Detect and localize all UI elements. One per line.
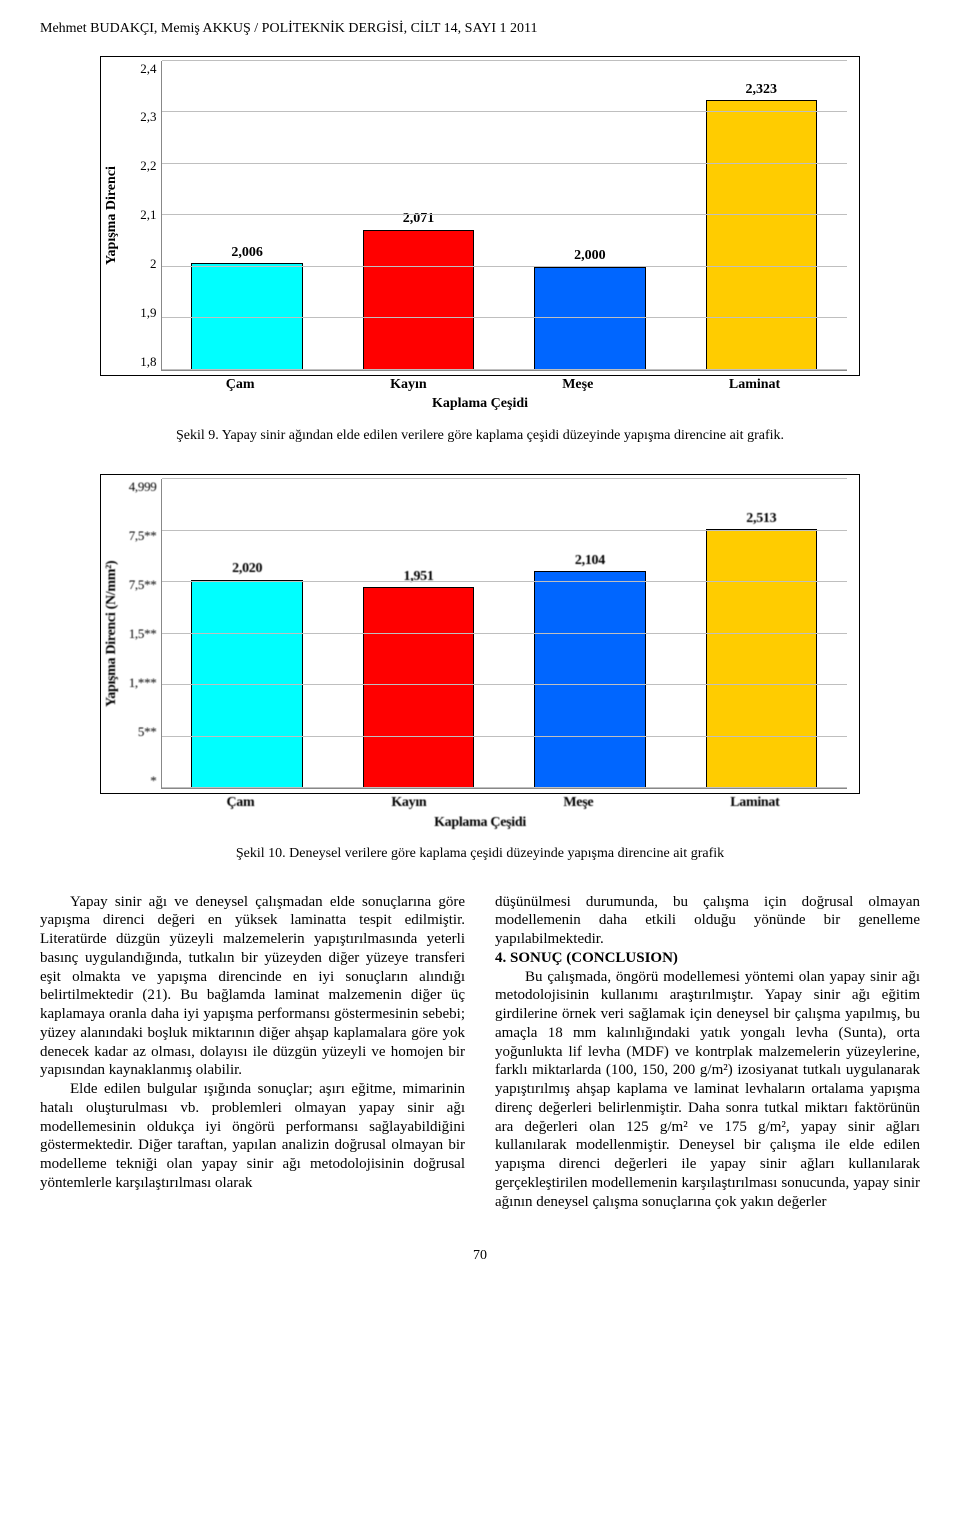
xtick: Laminat [730, 794, 779, 812]
chart1-xticks: Çam Kayın Meşe Laminat [158, 376, 848, 394]
ytick: 4,999 [129, 479, 157, 495]
running-head: Mehmet BUDAKÇI, Memiş AKKUŞ / POLİTEKNİK… [40, 20, 920, 38]
figure-9-chart: Yapışma Direnci 2,4 2,3 2,2 2,1 2 1,9 1,8 2,00… [100, 56, 860, 413]
bar-value-label: 2,020 [232, 560, 262, 578]
ytick: 2,4 [140, 61, 156, 77]
ytick: 7,5** [129, 577, 157, 593]
section-heading-text: 4. SONUÇ (CONCLUSION) [495, 950, 678, 966]
body-paragraph: Bu çalışmada, öngörü modellemesi yöntemi… [495, 968, 920, 1212]
ytick: 5** [138, 724, 157, 740]
bar-column: 2,104 [515, 552, 666, 788]
body-columns: Yapay sinir ağı ve deneysel çalışmadan e… [40, 893, 920, 1212]
ytick: * [150, 773, 156, 789]
bar [363, 230, 475, 370]
ytick: 1,*** [129, 675, 157, 691]
bar-value-label: 1,951 [404, 568, 434, 586]
bar-value-label: 2,323 [746, 81, 778, 99]
grid-line [162, 684, 848, 685]
grid-line [162, 214, 848, 215]
xtick: Çam [226, 794, 254, 812]
bar [534, 267, 646, 370]
xtick: Meşe [562, 376, 593, 394]
ytick: 2,3 [140, 109, 156, 125]
bar [534, 571, 646, 788]
chart2-ylabel: Yapışma Direnci (N/mm²) [101, 475, 123, 793]
chart1-ylabel: Yapışma Direnci [101, 57, 123, 375]
grid-line [162, 530, 848, 531]
ytick: 2,2 [140, 158, 156, 174]
ytick: 1,9 [140, 305, 156, 321]
bar [706, 100, 818, 369]
chart2-yaxis: 4,999 7,5** 7,5** 1,5** 1,*** 5** * [123, 475, 161, 793]
grid-line [162, 581, 848, 582]
figure-10-chart: Yapışma Direnci (N/mm²) 4,999 7,5** 7,5** 1… [100, 474, 860, 831]
page-number: 70 [40, 1247, 920, 1265]
bar-column: 2,020 [172, 560, 323, 788]
bar-value-label: 2,104 [575, 552, 605, 570]
grid-line [162, 60, 848, 61]
xtick: Laminat [729, 376, 780, 394]
ytick: 1,5** [129, 626, 157, 642]
xtick: Çam [226, 376, 255, 394]
xtick: Meşe [563, 794, 593, 812]
body-paragraph: düşünülmesi durumunda, bu çalışma için d… [495, 893, 920, 949]
bar-value-label: 2,513 [746, 510, 776, 528]
grid-line [162, 317, 848, 318]
bar-column: 2,006 [172, 244, 323, 370]
figure-9-caption: Şekil 9. Yapay sinir ağından elde edilen… [40, 427, 920, 445]
chart1-yaxis: 2,4 2,3 2,2 2,1 2 1,9 1,8 [123, 57, 161, 375]
figure-10-caption: Şekil 10. Deneysel verilere göre kaplama… [40, 845, 920, 863]
left-column: Yapay sinir ağı ve deneysel çalışmadan e… [40, 893, 465, 1212]
xtick: Kayın [390, 376, 427, 394]
grid-line [162, 266, 848, 267]
chart1-xlabel: Kaplama Çeşidi [100, 395, 860, 413]
grid-line [162, 369, 848, 370]
ytick: 2,1 [140, 207, 156, 223]
grid-line [162, 163, 848, 164]
bar-column: 1,951 [343, 568, 494, 788]
bar-value-label: 2,000 [574, 247, 606, 265]
right-column: düşünülmesi durumunda, bu çalışma için d… [495, 893, 920, 1212]
grid-line [162, 111, 848, 112]
xtick: Kayın [391, 794, 426, 812]
bar-value-label: 2,006 [231, 244, 263, 262]
ytick: 7,5** [129, 528, 157, 544]
grid-line [162, 787, 848, 788]
bar [363, 587, 475, 788]
bar-column: 2,323 [686, 81, 837, 370]
chart1-plot: 2,006 2,071 2,000 2,323 [161, 61, 848, 371]
chart2-plot: 2,020 1,951 2,104 2,513 [161, 479, 848, 789]
grid-line [162, 633, 848, 634]
ytick: 2 [150, 256, 157, 272]
ytick: 1,8 [140, 354, 156, 370]
chart2-xticks: Çam Kayın Meşe Laminat [158, 794, 848, 812]
grid-line [162, 478, 848, 479]
body-paragraph: Elde edilen bulgular ışığında sonuçlar; … [40, 1080, 465, 1193]
bar-column: 2,071 [343, 210, 494, 369]
grid-line [162, 736, 848, 737]
bar-column: 2,513 [686, 510, 837, 788]
bar [706, 529, 818, 788]
body-paragraph: Yapay sinir ağı ve deneysel çalışmadan e… [40, 893, 465, 1081]
chart2-xlabel: Kaplama Çeşidi [100, 814, 860, 832]
section-heading: 4. SONUÇ (CONCLUSION) [495, 949, 920, 968]
